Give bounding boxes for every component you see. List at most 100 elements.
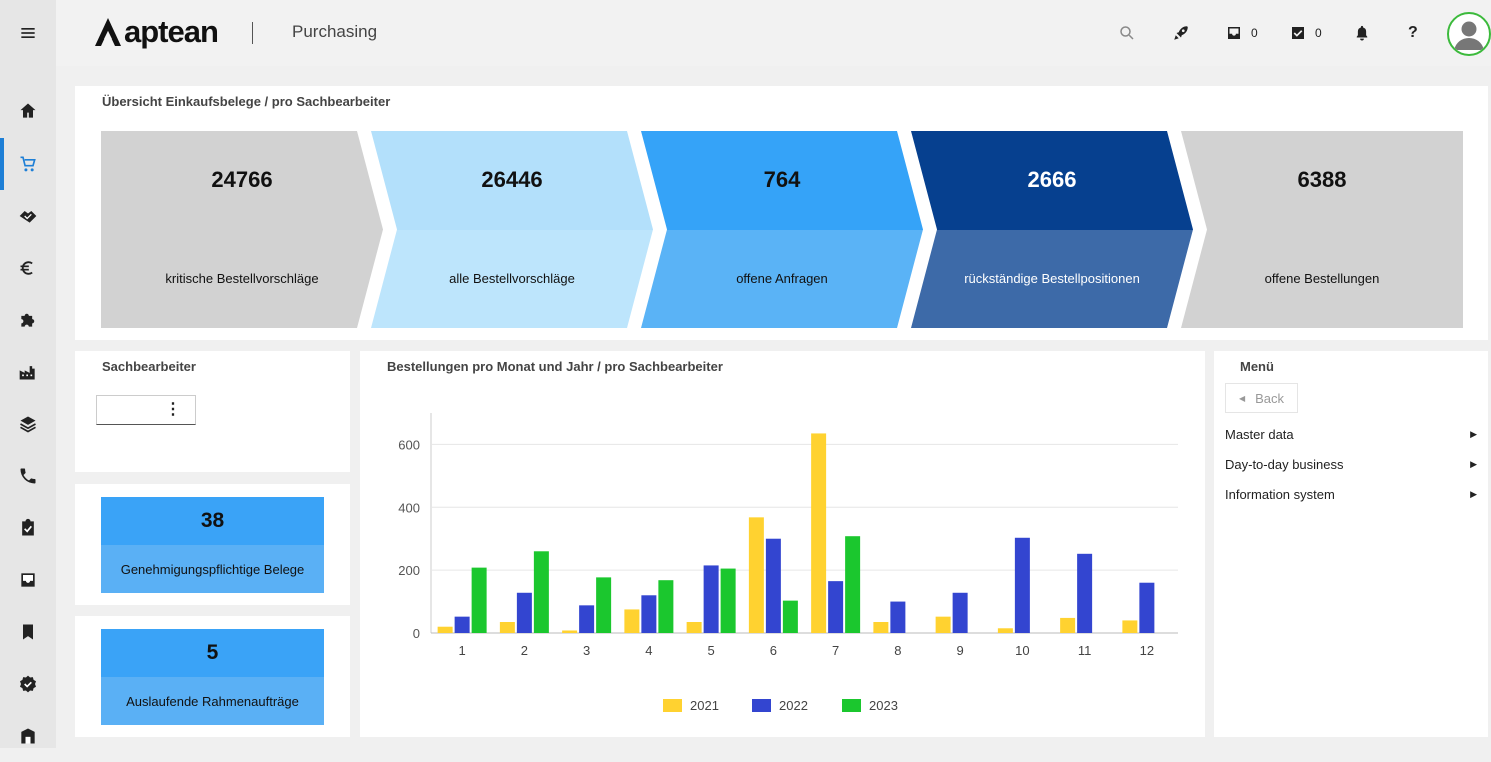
- sidebar-item-bookmarks[interactable]: [0, 606, 56, 658]
- user-avatar-icon: [1451, 16, 1487, 52]
- task-check-icon: [1292, 27, 1304, 39]
- caret-right-icon: ▶: [1470, 488, 1477, 499]
- bell-icon: [1356, 25, 1368, 41]
- kpi-label: Genehmigungspflichtige Belege: [120, 561, 305, 577]
- sidebar-item-extensions[interactable]: [0, 294, 56, 346]
- x-tick-label: 7: [832, 643, 839, 658]
- phone-icon: [20, 468, 36, 484]
- inbox-tray-icon: [1228, 27, 1240, 39]
- step-label: kritische Bestellvorschläge: [165, 271, 319, 287]
- sidebar-item-finance[interactable]: [0, 242, 56, 294]
- bar: [952, 592, 968, 633]
- menu-item-information-system[interactable]: Information system ▶: [1225, 483, 1477, 505]
- x-tick-label: 1: [459, 643, 466, 658]
- bar: [562, 630, 578, 633]
- bar: [516, 592, 532, 633]
- inbox-icon: [21, 573, 35, 587]
- inbox-count: 0: [1251, 26, 1258, 40]
- kpi-tile-approvals[interactable]: 38 Genehmigungspflichtige Belege: [101, 497, 324, 593]
- bar: [703, 565, 719, 633]
- bar: [845, 536, 861, 633]
- bar: [454, 616, 470, 633]
- aptean-logo[interactable]: aptean: [94, 14, 219, 50]
- more-vert-icon[interactable]: ⋮: [165, 401, 181, 418]
- tasks-button[interactable]: 0: [1289, 22, 1322, 44]
- back-button[interactable]: ◀ Back: [1225, 383, 1298, 413]
- clipboard-check-icon: [22, 518, 34, 536]
- menu-item-master-data[interactable]: Master data ▶: [1225, 423, 1477, 445]
- step-label: rückständige Bestellpositionen: [964, 271, 1140, 287]
- y-tick-label: 400: [398, 500, 420, 515]
- layers-icon: [20, 416, 36, 433]
- factory-icon: [19, 366, 35, 380]
- process-step[interactable]: 24766 kritische Bestellvorschläge: [101, 131, 383, 328]
- process-step[interactable]: 764 offene Anfragen: [641, 131, 923, 328]
- brand-name: aptean: [124, 14, 219, 49]
- step-value: 6388: [1297, 167, 1347, 193]
- clerk-select[interactable]: ⋮: [96, 395, 196, 425]
- tasks-count: 0: [1315, 26, 1322, 40]
- bar: [811, 433, 827, 633]
- sidebar-item-purchasing[interactable]: [0, 138, 56, 190]
- menu-toggle-button[interactable]: [0, 7, 56, 59]
- y-tick-label: 200: [398, 563, 420, 578]
- rocket-icon: [1174, 26, 1188, 40]
- search-button[interactable]: [1118, 22, 1136, 44]
- bar: [890, 601, 906, 633]
- kpi-card-contracts: 5 Auslaufende Rahmenaufträge: [75, 616, 350, 737]
- kpi-value: 38: [101, 497, 324, 545]
- sidebar-item-layers[interactable]: [0, 398, 56, 450]
- x-tick-label: 10: [1015, 643, 1029, 658]
- sidebar-item-sales[interactable]: [0, 190, 56, 242]
- home-icon: [20, 103, 36, 118]
- x-tick-label: 3: [583, 643, 590, 658]
- bar: [1139, 582, 1155, 633]
- inbox-button[interactable]: 0: [1225, 22, 1258, 44]
- top-bar: aptean Purchasing 0 0 ?: [56, 0, 1491, 66]
- help-button[interactable]: ?: [1408, 22, 1418, 44]
- process-step[interactable]: 26446 alle Bestellvorschläge: [371, 131, 653, 328]
- clerk-card: Sachbearbeiter ⋮: [75, 351, 350, 472]
- step-label: alle Bestellvorschläge: [449, 271, 575, 287]
- bar: [596, 577, 612, 633]
- sidebar-item-tasks[interactable]: [0, 502, 56, 554]
- bar: [1014, 537, 1030, 633]
- step-label: offene Bestellungen: [1264, 271, 1380, 287]
- bar: [873, 622, 889, 633]
- sidebar-item-home[interactable]: [0, 85, 56, 137]
- x-tick-label: 11: [1078, 643, 1092, 658]
- building-icon: [21, 728, 35, 744]
- overview-title: Übersicht Einkaufsbelege / pro Sachbearb…: [102, 94, 391, 109]
- quick-launch-button[interactable]: [1172, 22, 1190, 44]
- bar: [782, 600, 798, 633]
- menu-title: Menü: [1240, 359, 1274, 374]
- x-tick-label: 6: [770, 643, 777, 658]
- back-label: Back: [1255, 390, 1285, 406]
- step-label: offene Anfragen: [736, 271, 828, 287]
- search-icon: [1120, 26, 1134, 40]
- process-step[interactable]: 2666 rückständige Bestellpositionen: [911, 131, 1193, 328]
- sidebar: [0, 0, 56, 748]
- y-tick-label: 0: [413, 626, 420, 641]
- kpi-label: Auslaufende Rahmenaufträge: [126, 693, 299, 709]
- chart-card: Bestellungen pro Monat und Jahr / pro Sa…: [360, 351, 1205, 737]
- sidebar-item-contacts[interactable]: [0, 450, 56, 502]
- bar: [720, 568, 736, 633]
- notifications-button[interactable]: [1353, 22, 1371, 44]
- help-icon: ?: [1408, 24, 1418, 41]
- bar: [471, 567, 487, 633]
- kpi-card-approvals: 38 Genehmigungspflichtige Belege: [75, 484, 350, 605]
- user-avatar[interactable]: [1447, 12, 1491, 56]
- sidebar-item-quality[interactable]: [0, 658, 56, 710]
- menu-item-day-to-day[interactable]: Day-to-day business ▶: [1225, 453, 1477, 475]
- kpi-tile-contracts[interactable]: 5 Auslaufende Rahmenaufträge: [101, 629, 324, 725]
- verified-badge-icon: [20, 675, 36, 693]
- bar: [997, 628, 1013, 633]
- caret-left-icon: ◀: [1238, 393, 1246, 403]
- step-value: 764: [763, 167, 801, 193]
- process-step[interactable]: 6388 offene Bestellungen: [1181, 131, 1463, 328]
- sidebar-item-production[interactable]: [0, 346, 56, 398]
- sidebar-item-inbox[interactable]: [0, 554, 56, 606]
- bar: [579, 605, 595, 633]
- sidebar-item-warehouse[interactable]: [0, 710, 56, 762]
